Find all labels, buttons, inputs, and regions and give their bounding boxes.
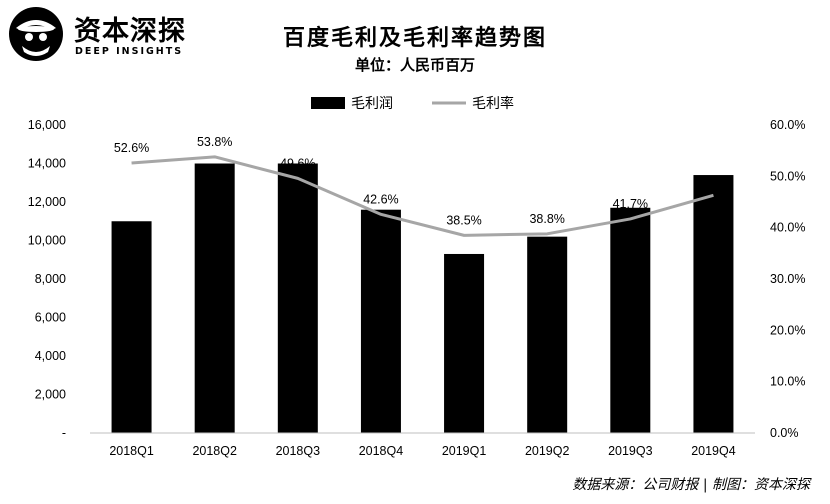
bar [277, 163, 318, 433]
y-tick-label: 6,000 [35, 311, 66, 325]
y-tick-label: 10,000 [28, 234, 66, 248]
y-tick-label: 14,000 [28, 157, 66, 171]
y2-tick-label: 20.0% [770, 323, 805, 337]
data-label: 38.8% [529, 212, 564, 226]
y2-tick-label: 40.0% [770, 221, 805, 235]
data-label: 42.6% [363, 192, 398, 206]
y-tick-label: 8,000 [35, 272, 66, 286]
source-note: 数据来源：公司财报 | 制图：资本深探 [572, 477, 810, 493]
y2-tick-label: 50.0% [770, 169, 805, 183]
x-tick-label: 2018Q1 [109, 444, 154, 458]
y2-tick-label: 60.0% [770, 118, 805, 132]
bar [610, 207, 651, 433]
y-tick-label: 12,000 [28, 195, 66, 209]
y-tick-label: 16,000 [28, 118, 66, 132]
data-label: 41.7% [613, 197, 648, 211]
logo: 资本深探 DEEP INSIGHTS [4, 4, 204, 64]
logo-subtext: DEEP INSIGHTS [75, 46, 184, 57]
bar [111, 221, 152, 433]
legend-label-line: 毛利率 [472, 95, 514, 112]
logo-mark-icon [9, 7, 63, 61]
logo-text: 资本深探 [74, 16, 186, 47]
chart-subtitle: 单位：人民币百万 [354, 56, 475, 74]
x-tick-label: 2019Q2 [525, 444, 570, 458]
bar [444, 253, 485, 433]
x-tick-label: 2018Q4 [359, 444, 404, 458]
data-label: 38.5% [446, 213, 481, 227]
x-tick-label: 2018Q3 [276, 444, 321, 458]
y-tick-label: 4,000 [35, 349, 66, 363]
y2-tick-label: 30.0% [770, 272, 805, 286]
data-label: 49.6% [280, 156, 315, 170]
chart-title: 百度毛利及毛利率趋势图 [282, 25, 547, 51]
y-tick-label: - [62, 426, 66, 440]
line-series-margin [131, 155, 714, 237]
y2-tick-label: 0.0% [770, 426, 799, 440]
x-tick-label: 2018Q2 [192, 444, 237, 458]
legend-swatch-bar [311, 97, 345, 109]
x-tick-label: 2019Q4 [691, 444, 736, 458]
data-label: 53.8% [197, 135, 232, 149]
bar [527, 236, 568, 433]
data-label: 52.6% [114, 141, 149, 155]
y-tick-label: 2,000 [35, 388, 66, 402]
x-tick-label: 2019Q3 [608, 444, 653, 458]
legend-label-bar: 毛利润 [351, 96, 393, 112]
bar [360, 209, 401, 433]
data-label: 46.3% [696, 173, 731, 187]
bar [693, 175, 734, 434]
x-tick-label: 2019Q1 [442, 444, 487, 458]
bar [194, 163, 235, 433]
y2-tick-label: 10.0% [770, 375, 805, 389]
